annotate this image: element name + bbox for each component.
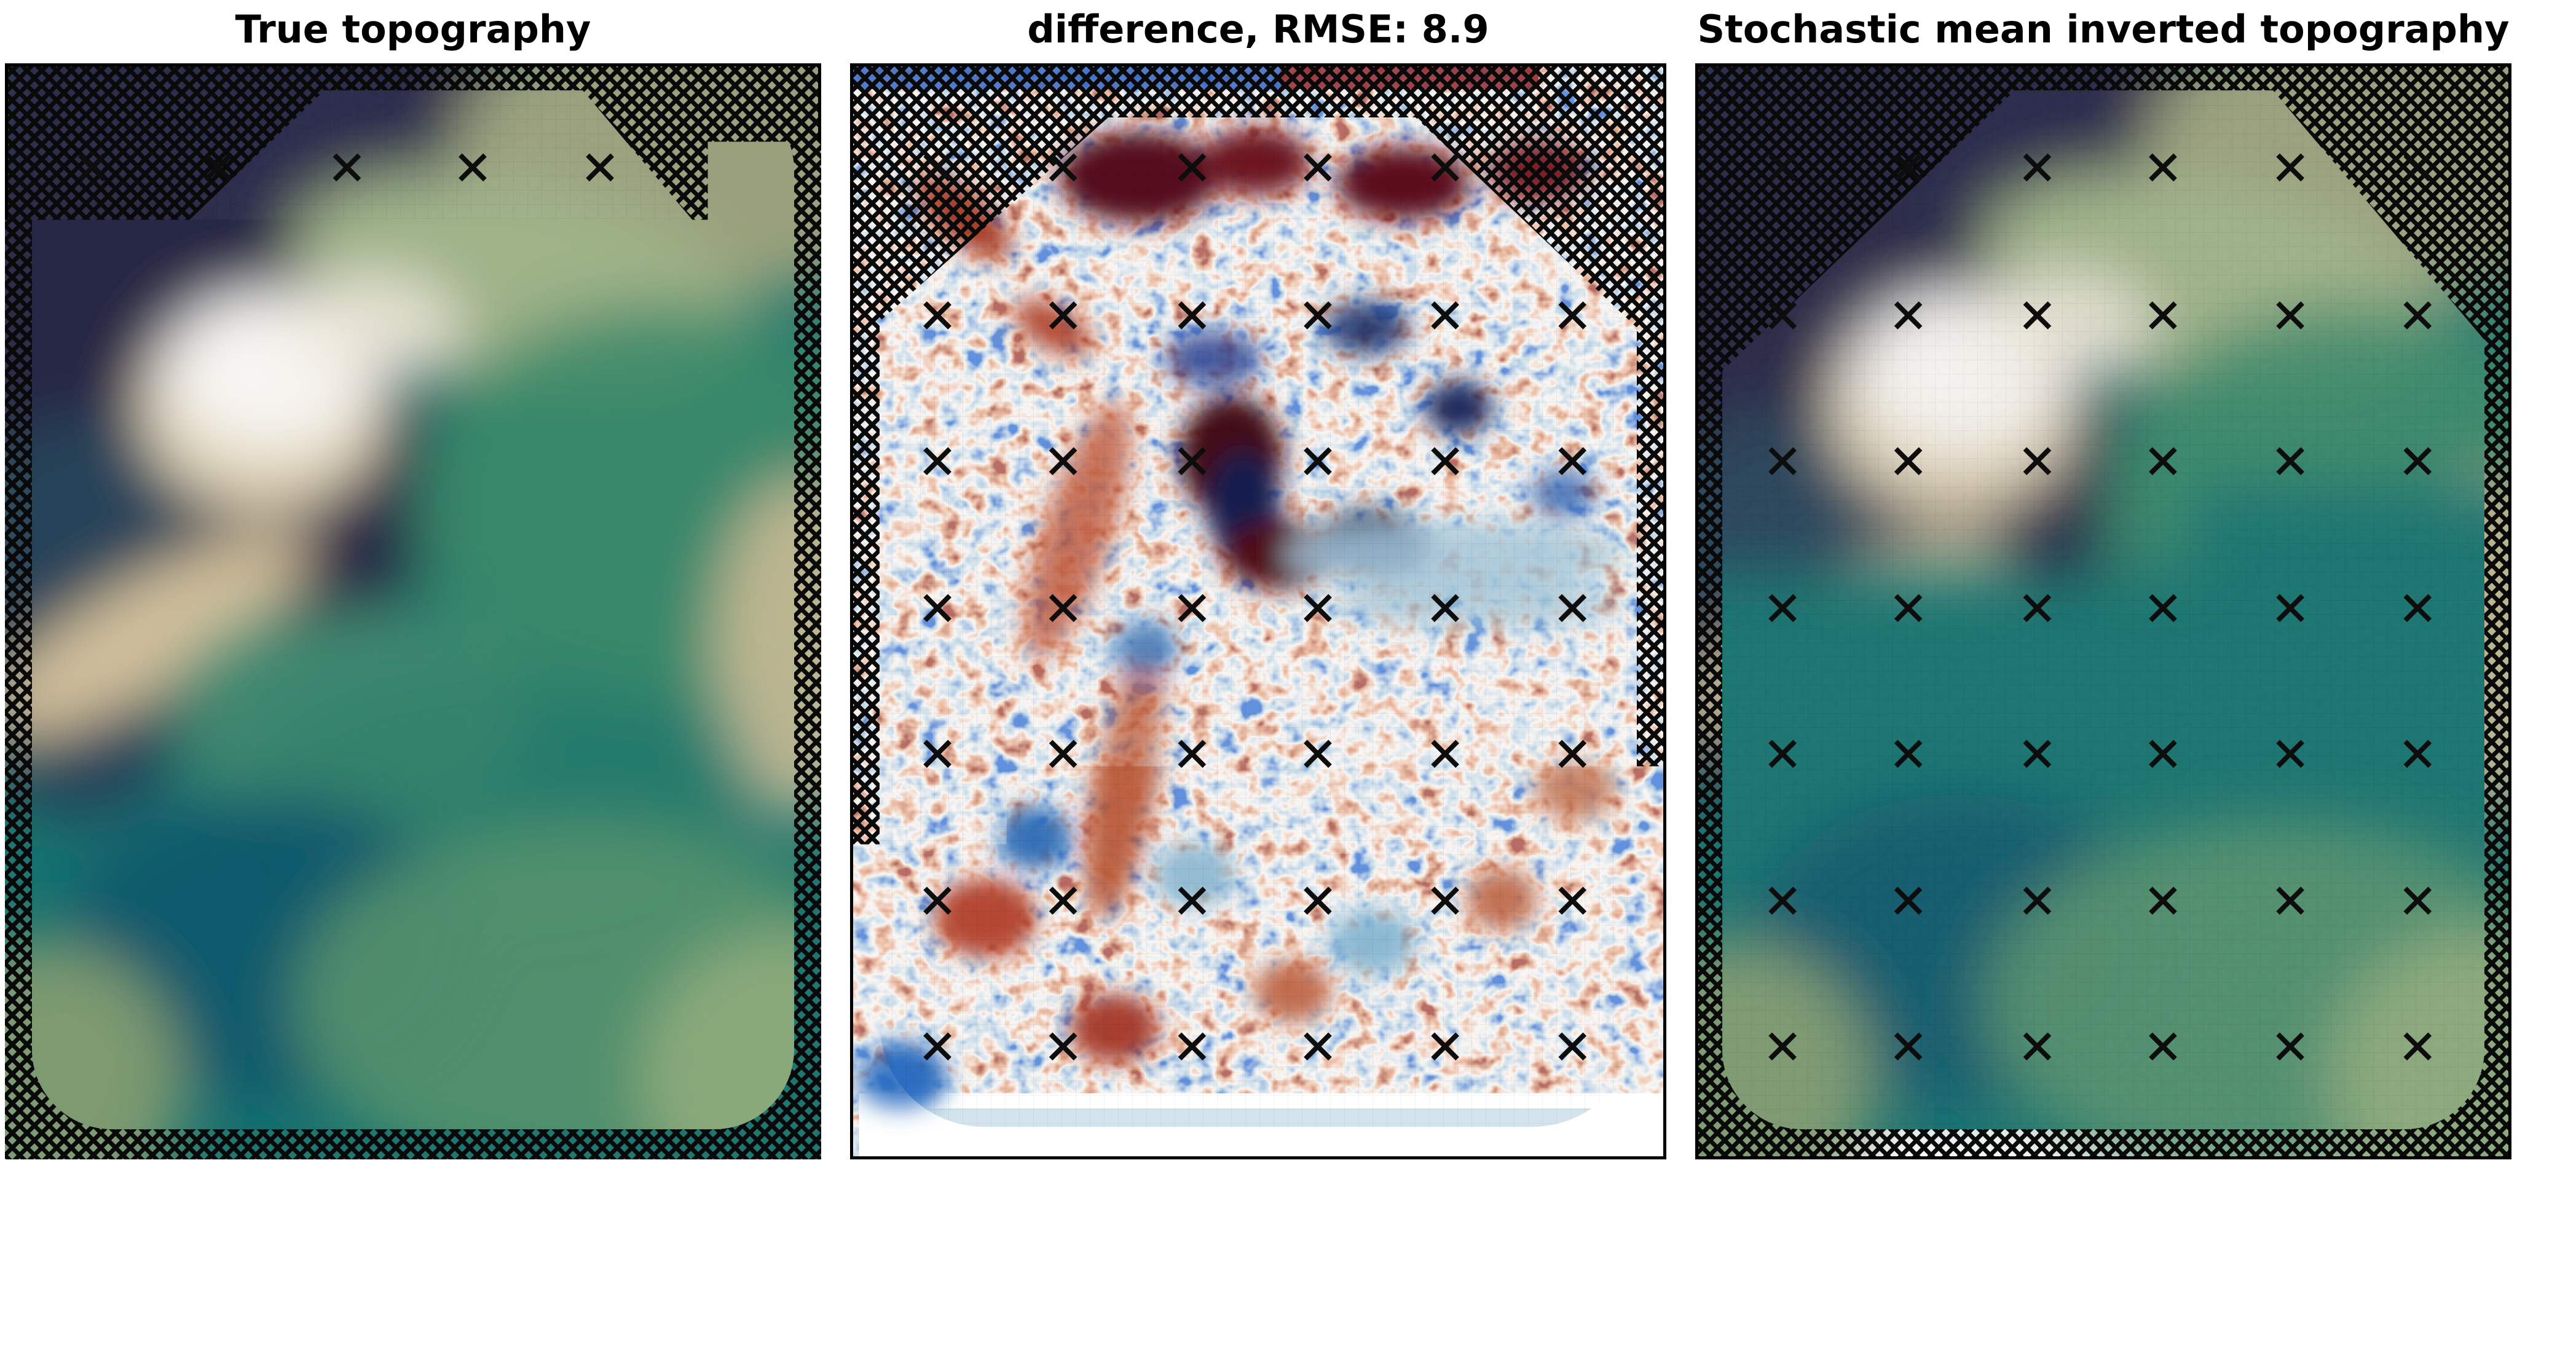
stochastic-mean-map bbox=[1695, 63, 2511, 1159]
svg-text:−600: −600 bbox=[315, 1317, 390, 1348]
panel-title-difference: difference, RMSE: 8.9 bbox=[850, 0, 1666, 59]
svg-text:10: 10 bbox=[1476, 1317, 1510, 1348]
colorbar-extend-right-arrow bbox=[1672, 1282, 1688, 1309]
colorbar-stochastic-mean: −700 −600 −500 −400 bbox=[1700, 1168, 2535, 1369]
colorbar-extend-right-arrow bbox=[827, 1282, 843, 1309]
svg-text:−600: −600 bbox=[2006, 1317, 2080, 1348]
histogram-true-topography bbox=[31, 1184, 827, 1281]
colorbar-difference: −10 0 10 difference bbox=[854, 1168, 1690, 1369]
svg-text:−10: −10 bbox=[1066, 1317, 1124, 1348]
svg-text:−400: −400 bbox=[654, 1317, 728, 1348]
panel-title-stochastic-mean: Stochastic mean inverted topography bbox=[1695, 0, 2511, 59]
difference-map bbox=[850, 63, 1666, 1159]
true-topography-map bbox=[5, 63, 821, 1159]
colorbar-gradient bbox=[31, 1282, 827, 1309]
colorbar-gradient bbox=[876, 1282, 1672, 1309]
histogram-stochastic-mean bbox=[1721, 1184, 2517, 1281]
svg-text:−700: −700 bbox=[1837, 1317, 1911, 1348]
colorbar-axis-label: difference bbox=[1209, 1341, 1339, 1369]
svg-text:−700: −700 bbox=[146, 1317, 221, 1348]
colorbar-extend-left-arrow bbox=[1705, 1282, 1721, 1309]
colorbar-extend-left-arrow bbox=[15, 1282, 31, 1309]
colorbar-gradient bbox=[1721, 1282, 2517, 1309]
colorbar-axis-ticks: −700 −600 −500 −400 bbox=[1738, 1309, 2517, 1348]
svg-text:−500: −500 bbox=[485, 1317, 559, 1348]
panel-title-true-topography: True topography bbox=[5, 0, 821, 59]
histogram-difference bbox=[876, 1184, 1672, 1281]
colorbar-extend-right-arrow bbox=[2517, 1282, 2533, 1309]
colorbar-extend-left-arrow bbox=[860, 1282, 876, 1309]
svg-text:−500: −500 bbox=[2175, 1317, 2250, 1348]
svg-text:−400: −400 bbox=[2344, 1317, 2419, 1348]
colorbar-true-topography: −700 −600 −500 −400 bbox=[9, 1168, 845, 1369]
colorbar-axis-ticks: −700 −600 −500 −400 bbox=[48, 1309, 827, 1348]
figure: True topography difference, RMSE: 8.9 St… bbox=[0, 0, 2576, 1369]
